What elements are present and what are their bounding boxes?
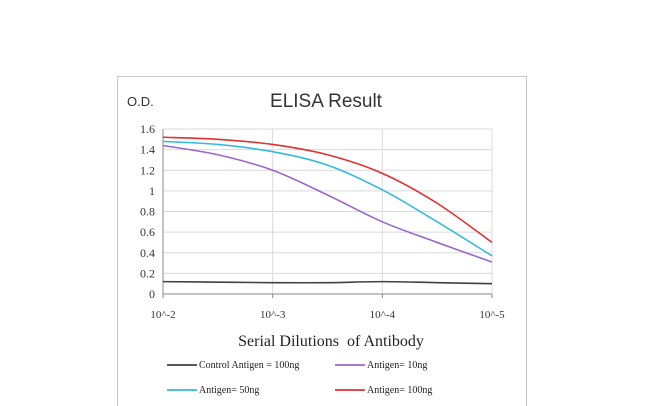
x-axis-label: Serial Dilutions of Antibody [238, 333, 424, 350]
y-tick-label: 1 [149, 184, 155, 198]
y-tick-label: 1.2 [140, 163, 155, 177]
x-tick-label: 10^-2 [150, 309, 175, 321]
y-tick-label: 0.8 [140, 205, 155, 219]
legend-label: Antigen= 50ng [199, 385, 259, 396]
x-tick-label: 10^-4 [370, 309, 396, 321]
y-tick-labels: 1.6 1.4 1.2 1 0.8 0.6 0.4 0.2 0 [140, 122, 155, 301]
axes [162, 129, 493, 298]
legend-label: Antigen= 100ng [367, 385, 432, 396]
y-tick-label: 1.4 [140, 143, 155, 157]
series-line-0 [162, 280, 493, 285]
y-tick-label: 0 [149, 287, 155, 301]
y-tick-label: 0.4 [140, 246, 155, 260]
y-tick-label: 0.2 [140, 266, 155, 280]
series-lines [162, 136, 493, 285]
legend-label: Control Antigen = 100ng [199, 360, 299, 371]
y-tick-label: 1.6 [140, 122, 155, 136]
x-tick-labels: 10^-2 10^-3 10^-4 10^-5 [150, 309, 505, 321]
chart-frame [117, 76, 527, 406]
chart-title: ELISA Result [270, 91, 383, 112]
series-line-3 [162, 136, 493, 244]
series-line-1 [162, 144, 493, 263]
series-line-2 [162, 140, 493, 257]
legend-label: Antigen= 10ng [367, 360, 427, 371]
x-tick-label: 10^-5 [479, 309, 505, 321]
y-axis-label: O.D. [127, 94, 154, 109]
legend: Control Antigen = 100ng Antigen= 10ng Anti… [167, 360, 432, 396]
y-tick-label: 0.6 [140, 225, 155, 239]
grid-lines [163, 128, 493, 294]
x-tick-label: 10^-3 [260, 309, 286, 321]
